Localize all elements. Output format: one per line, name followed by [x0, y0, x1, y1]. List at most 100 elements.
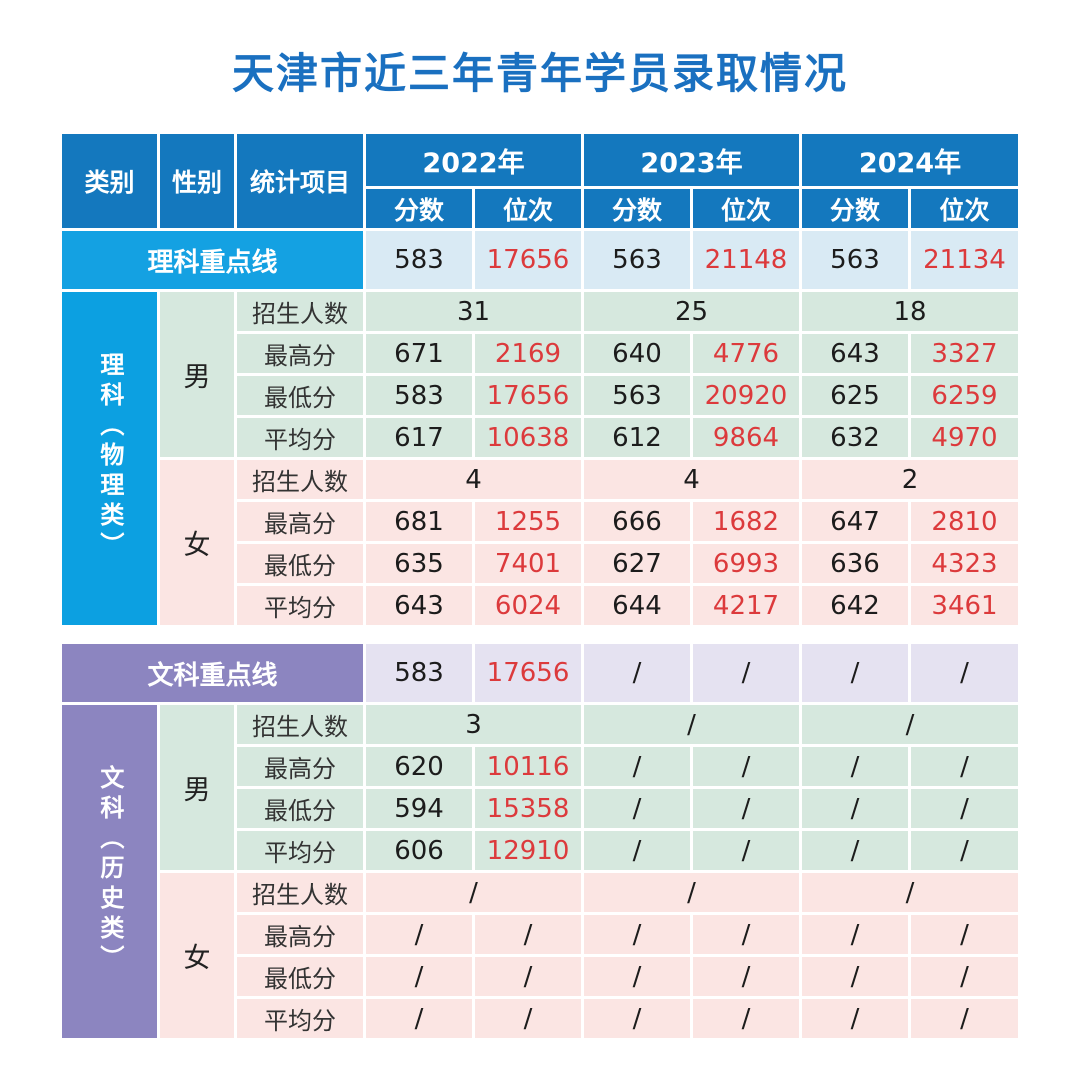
science-keyline-score-2022: 583	[366, 231, 472, 289]
science-female-avg-score-2024: 642	[802, 586, 908, 625]
arts-female-enroll-2023: /	[584, 873, 800, 912]
science-male-enroll-2024: 18	[802, 292, 1018, 331]
science-female-min-label: 最低分	[237, 544, 363, 583]
arts-male-avg-rank-2024: /	[911, 831, 1019, 870]
science-male-min-rank-2022: 17656	[475, 376, 581, 415]
science-female-avg-score-2022: 643	[366, 586, 472, 625]
science-male-avg-rank-2023: 9864	[693, 418, 799, 457]
science-male-avg-rank-2024: 4970	[911, 418, 1018, 457]
arts-female-avg-score-2024: /	[802, 999, 909, 1038]
science-male-max-score-2023: 640	[584, 334, 690, 373]
science-male-avg-score-2022: 617	[366, 418, 472, 457]
header-year-2024: 2024年	[802, 134, 1018, 186]
arts-female-enroll-label: 招生人数	[237, 873, 364, 912]
science-female-max-label: 最高分	[237, 502, 363, 541]
science-keyline-score-2024: 563	[802, 231, 908, 289]
arts-category-cell: 文科（历史类）	[62, 705, 157, 1038]
science-keyline-rank-2024: 21134	[911, 231, 1018, 289]
arts-male-enroll-label: 招生人数	[237, 705, 364, 744]
arts-keyline-label: 文科重点线	[62, 644, 364, 702]
arts-female-avg-rank-2024: /	[911, 999, 1019, 1038]
arts-female-min-rank-2022: /	[475, 957, 582, 996]
arts-male-min-score-2024: /	[802, 789, 909, 828]
arts-female-max-score-2022: /	[366, 915, 473, 954]
header-year-2023: 2023年	[584, 134, 799, 186]
arts-keyline-score-2024: /	[802, 644, 909, 702]
science-male-max-label: 最高分	[237, 334, 363, 373]
science-female-max-rank-2024: 2810	[911, 502, 1018, 541]
arts-female-avg-label: 平均分	[237, 999, 364, 1038]
science-female-max-rank-2022: 1255	[475, 502, 581, 541]
header-score-2024: 分数	[802, 189, 908, 228]
arts-male-avg-rank-2022: 12910	[475, 831, 582, 870]
science-female-avg-label: 平均分	[237, 586, 363, 625]
arts-female-min-rank-2024: /	[911, 957, 1019, 996]
arts-male-max-rank-2022: 10116	[475, 747, 582, 786]
science-female-enroll-2023: 4	[584, 460, 799, 499]
science-male-max-score-2022: 671	[366, 334, 472, 373]
science-female-max-score-2022: 681	[366, 502, 472, 541]
arts-female-avg-rank-2022: /	[475, 999, 582, 1038]
arts-female-max-rank-2024: /	[911, 915, 1019, 954]
science-female-max-rank-2023: 1682	[693, 502, 799, 541]
science-keyline-label: 理科重点线	[62, 231, 363, 289]
science-female-enroll-2024: 2	[802, 460, 1018, 499]
science-male-avg-label: 平均分	[237, 418, 363, 457]
science-female-avg-rank-2022: 6024	[475, 586, 581, 625]
science-female-max-score-2023: 666	[584, 502, 690, 541]
science-keyline-rank-2022: 17656	[475, 231, 581, 289]
arts-female-enroll-2022: /	[366, 873, 582, 912]
arts-keyline-rank-2023: /	[693, 644, 800, 702]
arts-male-enroll-2024: /	[802, 705, 1019, 744]
admission-table-science: 类别 性别 统计项目 2022年 2023年 2024年 分数 位次 分数 位次…	[59, 131, 1080, 1041]
header-year-2022: 2022年	[366, 134, 581, 186]
science-female-avg-score-2023: 644	[584, 586, 690, 625]
arts-female-min-rank-2023: /	[693, 957, 800, 996]
science-category-cell: 理科（物理类）	[62, 292, 157, 625]
arts-male-avg-score-2023: /	[584, 831, 691, 870]
science-female-min-rank-2024: 4323	[911, 544, 1018, 583]
science-male-enroll-2023: 25	[584, 292, 799, 331]
science-keyline-rank-2023: 21148	[693, 231, 799, 289]
science-male-max-score-2024: 643	[802, 334, 908, 373]
header-score-2022: 分数	[366, 189, 472, 228]
header-rank-2022: 位次	[475, 189, 581, 228]
arts-keyline-rank-2022: 17656	[475, 644, 582, 702]
arts-male-avg-rank-2023: /	[693, 831, 800, 870]
science-female-min-score-2024: 636	[802, 544, 908, 583]
arts-male-enroll-2023: /	[584, 705, 800, 744]
arts-female-max-score-2023: /	[584, 915, 691, 954]
arts-male-min-rank-2022: 15358	[475, 789, 582, 828]
header-rank-2024: 位次	[911, 189, 1018, 228]
arts-female-min-score-2024: /	[802, 957, 909, 996]
arts-female-avg-score-2022: /	[366, 999, 473, 1038]
header-stat: 统计项目	[237, 134, 363, 228]
arts-male-avg-label: 平均分	[237, 831, 364, 870]
science-female-enroll-2022: 4	[366, 460, 581, 499]
arts-table: 文科重点线 583 17656 / / / / 文科（历史类） 男 招生人数 3…	[59, 641, 1021, 1041]
arts-male-enroll-2022: 3	[366, 705, 582, 744]
science-male-max-rank-2022: 2169	[475, 334, 581, 373]
science-female-avg-rank-2024: 3461	[911, 586, 1018, 625]
arts-male-max-score-2024: /	[802, 747, 909, 786]
science-male-min-label: 最低分	[237, 376, 363, 415]
arts-keyline-score-2022: 583	[366, 644, 473, 702]
header-rank-2023: 位次	[693, 189, 799, 228]
arts-male-gender: 男	[160, 705, 234, 870]
science-male-avg-rank-2022: 10638	[475, 418, 581, 457]
arts-category-label: 文科（历史类）	[95, 764, 124, 975]
science-male-min-rank-2024: 6259	[911, 376, 1018, 415]
science-female-max-score-2024: 647	[802, 502, 908, 541]
arts-female-max-label: 最高分	[237, 915, 364, 954]
arts-female-min-score-2022: /	[366, 957, 473, 996]
science-male-min-score-2024: 625	[802, 376, 908, 415]
arts-male-avg-score-2024: /	[802, 831, 909, 870]
science-female-min-rank-2023: 6993	[693, 544, 799, 583]
science-male-max-rank-2024: 3327	[911, 334, 1018, 373]
science-female-gender: 女	[160, 460, 234, 625]
science-female-min-rank-2022: 7401	[475, 544, 581, 583]
arts-male-min-score-2023: /	[584, 789, 691, 828]
science-female-avg-rank-2023: 4217	[693, 586, 799, 625]
page-title: 天津市近三年青年学员录取情况	[231, 49, 848, 98]
arts-female-min-score-2023: /	[584, 957, 691, 996]
